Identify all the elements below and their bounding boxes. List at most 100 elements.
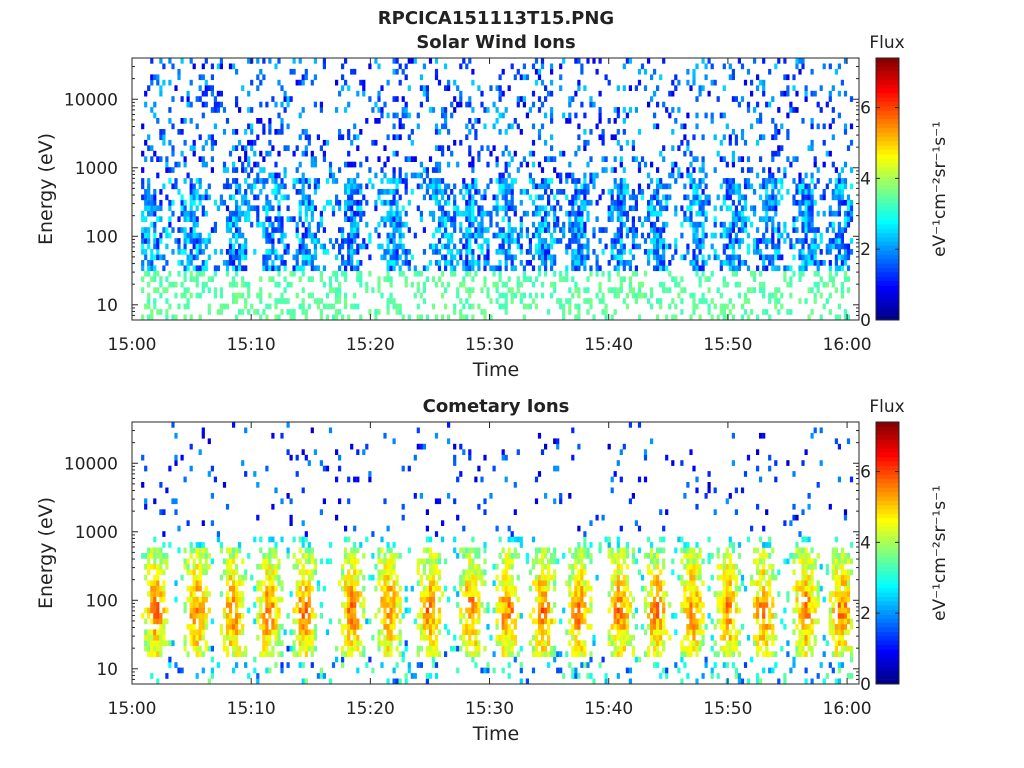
spectrogram-cell xyxy=(189,194,193,201)
spectrogram-cell xyxy=(377,629,381,636)
colorbar-band xyxy=(876,97,899,102)
spectrogram-cell xyxy=(701,189,705,195)
spectrogram-cell xyxy=(619,243,623,250)
spectrogram-cell xyxy=(322,63,326,70)
spectrogram-cell xyxy=(271,591,275,597)
spectrogram-cell xyxy=(162,618,166,625)
spectrogram-cell xyxy=(301,309,305,315)
spectrogram-cell xyxy=(498,227,502,233)
spectrogram-cell xyxy=(419,216,423,222)
spectrogram-cell xyxy=(153,199,157,206)
spectrogram-cell xyxy=(222,645,227,652)
spectrogram-cell xyxy=(298,629,302,636)
spectrogram-cell xyxy=(465,249,469,255)
spectrogram-cell xyxy=(410,156,414,162)
spectrogram-cell xyxy=(628,58,632,64)
spectrogram-cell xyxy=(141,482,145,488)
spectrogram-cell xyxy=(271,553,275,559)
spectrogram-cell xyxy=(577,303,581,310)
spectrogram-cell xyxy=(480,216,484,222)
spectrogram-cell xyxy=(395,591,399,597)
spectrogram-cell xyxy=(768,194,772,201)
spectrogram-cell xyxy=(410,58,414,64)
spectrogram-cell xyxy=(634,298,638,304)
spectrogram-cell xyxy=(613,199,617,206)
spectrogram-cell xyxy=(507,205,511,212)
spectrogram-cell xyxy=(362,607,366,614)
spectrogram-cell xyxy=(183,547,187,554)
spectrogram-cell xyxy=(322,249,326,255)
spectrogram-cell xyxy=(456,205,460,212)
spectrogram-cell xyxy=(837,232,841,239)
spectrogram-cell xyxy=(544,243,548,250)
spectrogram-cell xyxy=(601,249,605,255)
spectrogram-cell xyxy=(492,667,496,674)
spectrogram-cell xyxy=(456,591,460,597)
spectrogram-cell xyxy=(322,498,326,505)
spectrogram-cell xyxy=(816,243,820,250)
spectrogram-cell xyxy=(144,607,148,614)
spectrogram-cell xyxy=(447,422,451,428)
spectrogram-cell xyxy=(450,270,454,277)
figure-title: RPCICA151113T15.PNG xyxy=(378,8,614,29)
spectrogram-cell xyxy=(277,238,281,244)
colorbar-band xyxy=(876,302,899,308)
spectrogram-cell xyxy=(341,574,345,581)
colorbar-title: Flux xyxy=(869,33,904,53)
spectrogram-cell xyxy=(465,183,469,190)
spectrogram-cell xyxy=(810,254,814,261)
spectrogram-cell xyxy=(189,613,193,619)
spectrogram-cell xyxy=(731,270,735,277)
spectrogram-cell xyxy=(837,112,841,119)
spectrogram-cell xyxy=(286,613,290,619)
spectrogram-cell xyxy=(544,205,548,212)
spectrogram-cell xyxy=(465,547,469,554)
spectrogram-cell xyxy=(559,303,563,310)
spectrogram-cell xyxy=(347,536,351,543)
spectrogram-cell xyxy=(335,314,339,321)
spectrogram-cell xyxy=(368,618,372,625)
spectrogram-cell xyxy=(616,139,620,146)
spectrogram-cell xyxy=(613,232,617,239)
spectrogram-cell xyxy=(843,309,848,315)
spectrogram-cell xyxy=(392,150,396,157)
spectrogram-cell xyxy=(174,292,178,299)
spectrogram-cell xyxy=(189,58,193,64)
spectrogram-cell xyxy=(201,205,205,212)
spectrogram-cell xyxy=(713,221,717,228)
spectrogram-cell xyxy=(192,194,196,201)
spectrogram-cell xyxy=(165,563,169,570)
spectrogram-cell xyxy=(347,216,351,222)
spectrogram-cell xyxy=(474,238,478,244)
spectrogram-cell xyxy=(568,309,572,315)
spectrogram-cell xyxy=(756,74,760,81)
spectrogram-cell xyxy=(141,238,145,244)
spectrogram-cell xyxy=(241,199,245,206)
spectrogram-cell xyxy=(571,172,575,179)
spectrogram-cell xyxy=(419,558,423,565)
spectrogram-cell xyxy=(640,221,645,228)
spectrogram-cell xyxy=(156,640,160,646)
spectrogram-cell xyxy=(162,79,166,86)
spectrogram-cell xyxy=(695,303,699,310)
spectrogram-cell xyxy=(198,563,202,570)
spectrogram-cell xyxy=(359,602,363,608)
spectrogram-cell xyxy=(580,243,584,250)
spectrogram-cell xyxy=(256,178,260,184)
spectrogram-cell xyxy=(750,183,754,190)
spectrogram-cell xyxy=(359,260,363,266)
spectrogram-cell xyxy=(162,629,166,636)
spectrogram-cell xyxy=(365,156,369,162)
spectrogram-cell xyxy=(162,553,166,559)
spectrogram-cell xyxy=(344,634,348,641)
spectrogram-cell xyxy=(637,292,642,299)
spectrogram-cell xyxy=(362,645,366,652)
spectrogram-cell xyxy=(204,569,208,576)
spectrogram-cell xyxy=(719,292,723,299)
spectrogram-cell xyxy=(253,194,257,201)
spectrogram-cell xyxy=(153,553,157,559)
spectrogram-cell xyxy=(392,634,396,641)
spectrogram-cell xyxy=(498,596,502,603)
spectrogram-cell xyxy=(398,167,402,173)
spectrogram-cell xyxy=(495,640,499,646)
